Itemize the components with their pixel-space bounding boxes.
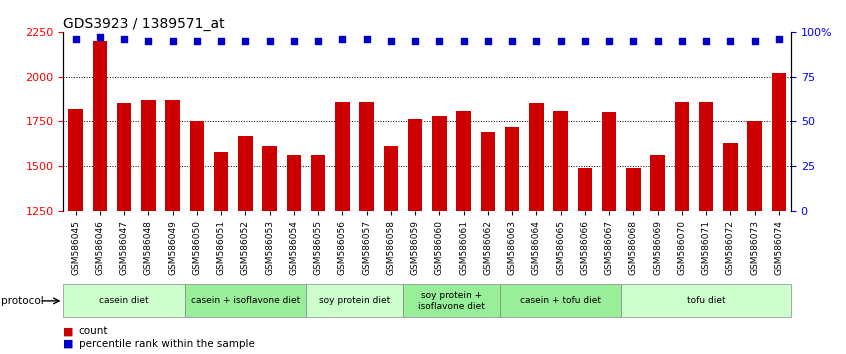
- Bar: [553, 110, 568, 211]
- Bar: [383, 146, 398, 211]
- Bar: [723, 143, 738, 211]
- Bar: [141, 100, 156, 211]
- Point: [675, 38, 689, 44]
- Point: [214, 38, 228, 44]
- Bar: [310, 155, 326, 211]
- Bar: [306, 284, 403, 318]
- Bar: [190, 121, 204, 211]
- Bar: [772, 73, 786, 211]
- Bar: [602, 112, 617, 211]
- Bar: [262, 146, 277, 211]
- Text: casein diet: casein diet: [99, 296, 149, 306]
- Bar: [674, 102, 689, 211]
- Point: [723, 38, 737, 44]
- Text: GDS3923 / 1389571_at: GDS3923 / 1389571_at: [63, 17, 225, 31]
- Point: [384, 38, 398, 44]
- Bar: [481, 132, 495, 211]
- Point: [530, 38, 543, 44]
- Point: [457, 38, 470, 44]
- Bar: [287, 155, 301, 211]
- Point: [651, 38, 664, 44]
- Point: [311, 38, 325, 44]
- Text: casein + tofu diet: casein + tofu diet: [520, 296, 602, 306]
- Bar: [214, 152, 228, 211]
- Bar: [529, 103, 544, 211]
- Bar: [651, 155, 665, 211]
- Bar: [165, 100, 180, 211]
- Point: [239, 38, 252, 44]
- Point: [336, 36, 349, 42]
- Point: [287, 38, 300, 44]
- Bar: [505, 127, 519, 211]
- Point: [748, 38, 761, 44]
- Point: [700, 38, 713, 44]
- Bar: [621, 284, 791, 318]
- Bar: [238, 136, 253, 211]
- Point: [166, 38, 179, 44]
- Bar: [578, 168, 592, 211]
- Point: [263, 38, 277, 44]
- Text: count: count: [79, 326, 108, 336]
- Text: tofu diet: tofu diet: [687, 296, 725, 306]
- Text: soy protein +
isoflavone diet: soy protein + isoflavone diet: [418, 291, 485, 310]
- Point: [360, 36, 373, 42]
- Text: casein + isoflavone diet: casein + isoflavone diet: [190, 296, 300, 306]
- Bar: [432, 116, 447, 211]
- Point: [578, 38, 591, 44]
- Bar: [63, 284, 184, 318]
- Text: soy protein diet: soy protein diet: [319, 296, 390, 306]
- Bar: [747, 121, 762, 211]
- Bar: [335, 102, 349, 211]
- Bar: [408, 119, 422, 211]
- Point: [118, 36, 131, 42]
- Point: [627, 38, 640, 44]
- Bar: [626, 168, 640, 211]
- Point: [554, 38, 568, 44]
- Bar: [699, 102, 713, 211]
- Bar: [184, 284, 306, 318]
- Point: [409, 38, 422, 44]
- Point: [772, 36, 786, 42]
- Bar: [403, 284, 500, 318]
- Point: [69, 36, 82, 42]
- Point: [93, 34, 107, 40]
- Bar: [360, 102, 374, 211]
- Point: [190, 38, 204, 44]
- Bar: [117, 103, 131, 211]
- Point: [141, 38, 155, 44]
- Point: [432, 38, 446, 44]
- Bar: [456, 110, 471, 211]
- Point: [505, 38, 519, 44]
- Bar: [500, 284, 621, 318]
- Text: ■: ■: [63, 326, 74, 336]
- Text: protocol: protocol: [1, 296, 44, 306]
- Bar: [92, 41, 107, 211]
- Text: ■: ■: [63, 339, 74, 349]
- Bar: [69, 109, 83, 211]
- Text: percentile rank within the sample: percentile rank within the sample: [79, 339, 255, 349]
- Point: [602, 38, 616, 44]
- Point: [481, 38, 495, 44]
